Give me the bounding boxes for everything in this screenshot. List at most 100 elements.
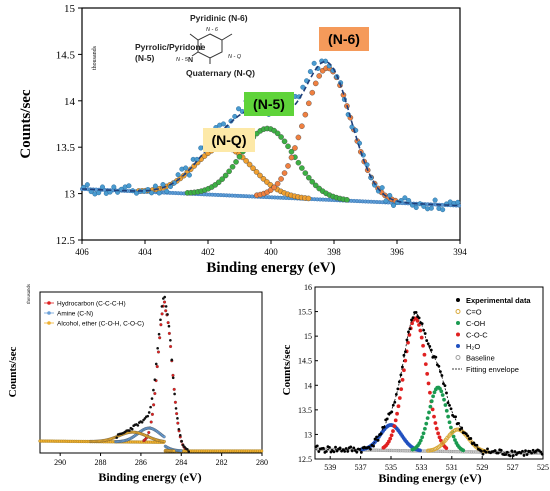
- peak-point: [149, 420, 153, 424]
- peak-point: [281, 138, 288, 145]
- data-point: [460, 426, 464, 430]
- peak-point: [147, 430, 151, 435]
- data-point: [173, 392, 176, 396]
- label-struct-n5: N - 5: [176, 57, 189, 63]
- peak-point: [424, 421, 429, 426]
- peak-point: [433, 421, 438, 425]
- data-point: [328, 445, 331, 449]
- data-point: [159, 318, 162, 322]
- data-point: [397, 380, 401, 384]
- data-point: [508, 454, 512, 458]
- peak-point: [233, 159, 239, 165]
- peak-point: [461, 448, 466, 453]
- data-point: [343, 449, 347, 453]
- baseline-point: [468, 450, 472, 454]
- baseline-point: [396, 448, 401, 453]
- data-point: [402, 353, 406, 357]
- data-point: [315, 444, 319, 448]
- baseline-point: [457, 449, 461, 454]
- data-point: [186, 448, 189, 451]
- y-multiplier-c1s: thousands: [27, 284, 32, 304]
- baseline-point: [466, 450, 470, 454]
- data-point: [152, 183, 158, 189]
- fit-envelope-o1s: [315, 313, 543, 454]
- peak-point: [257, 172, 263, 179]
- x-ticks-c1s: 290 288 286 284 282 280: [54, 453, 268, 467]
- y-tick-label: 12.5: [298, 455, 312, 464]
- data-point: [480, 449, 483, 453]
- data-point: [140, 420, 144, 424]
- data-point: [383, 198, 389, 204]
- baseline-c1s: [38, 439, 264, 453]
- peak-label-box: [203, 128, 255, 152]
- data-point: [434, 355, 438, 359]
- data-point: [379, 185, 385, 191]
- legend-label: Fitting envelope: [466, 365, 519, 374]
- peak-point: [274, 130, 281, 137]
- data-point: [311, 60, 317, 66]
- baseline-point: [398, 448, 403, 453]
- data-point: [352, 446, 356, 450]
- y-tick-label: 13.5: [298, 406, 312, 415]
- peak-point: [396, 404, 401, 409]
- legend-label: Amine (C-N): [57, 311, 93, 318]
- data-point: [405, 338, 409, 342]
- legend-marker: [47, 301, 51, 305]
- peak-point: [425, 371, 430, 376]
- peak-point: [391, 429, 395, 433]
- data-point: [335, 449, 339, 453]
- data-point: [367, 445, 371, 449]
- data-point: [472, 441, 476, 445]
- peak-point: [162, 439, 166, 444]
- legend-marker: [456, 332, 460, 337]
- data-point: [540, 452, 544, 456]
- legend-label: Baseline: [466, 354, 495, 363]
- peak-point: [431, 394, 436, 399]
- baseline-point: [387, 448, 392, 453]
- x-tick-label: 398: [327, 247, 341, 257]
- x-tick-label: 533: [415, 463, 427, 472]
- data-point: [194, 156, 200, 162]
- y-axis-label-n1s: Counts/sec: [18, 89, 34, 159]
- peak-point: [278, 176, 284, 182]
- peak-point: [274, 180, 281, 187]
- label-struct-n6: N - 6: [206, 27, 219, 33]
- peak-point: [173, 400, 177, 404]
- x-tick-label: 286: [135, 458, 147, 467]
- label-quaternary: Quaternary (N-Q): [186, 68, 255, 78]
- peak-point: [442, 397, 446, 402]
- peak-point: [418, 438, 423, 443]
- y-tick-label: 16: [304, 283, 312, 292]
- legend-label: Hydrocarbon (C-C-C-H): [57, 301, 126, 308]
- y-tick-label: 13.5: [56, 142, 76, 154]
- peak-point: [312, 182, 319, 189]
- legend-marker: [47, 311, 51, 315]
- data-point: [220, 121, 226, 127]
- experimental-points-c1s: [115, 295, 191, 453]
- peak-point: [215, 179, 222, 186]
- data-point: [84, 182, 90, 188]
- peak-point: [172, 449, 176, 453]
- data-point: [169, 338, 172, 342]
- data-point: [521, 449, 524, 453]
- peak-label-box: [244, 92, 294, 116]
- data-point: [307, 69, 313, 75]
- peak-point: [446, 414, 451, 419]
- peak-point: [388, 436, 393, 441]
- data-point: [177, 427, 181, 431]
- baseline-point: [402, 449, 406, 453]
- data-point: [486, 447, 489, 451]
- x-tick-label: 396: [390, 247, 404, 257]
- peak-point: [420, 435, 425, 440]
- peak-point: [305, 100, 312, 107]
- legend-marker: [456, 344, 460, 348]
- data-point: [164, 305, 168, 308]
- peak-point: [260, 176, 267, 182]
- baseline-point: [447, 449, 452, 454]
- data-point: [128, 429, 131, 432]
- x-ticks-o1s: 539 537 535 533 531 529 527 525: [324, 456, 549, 472]
- data-point: [442, 382, 445, 386]
- peak-point: [162, 300, 167, 304]
- label-struct-n: N: [188, 57, 193, 64]
